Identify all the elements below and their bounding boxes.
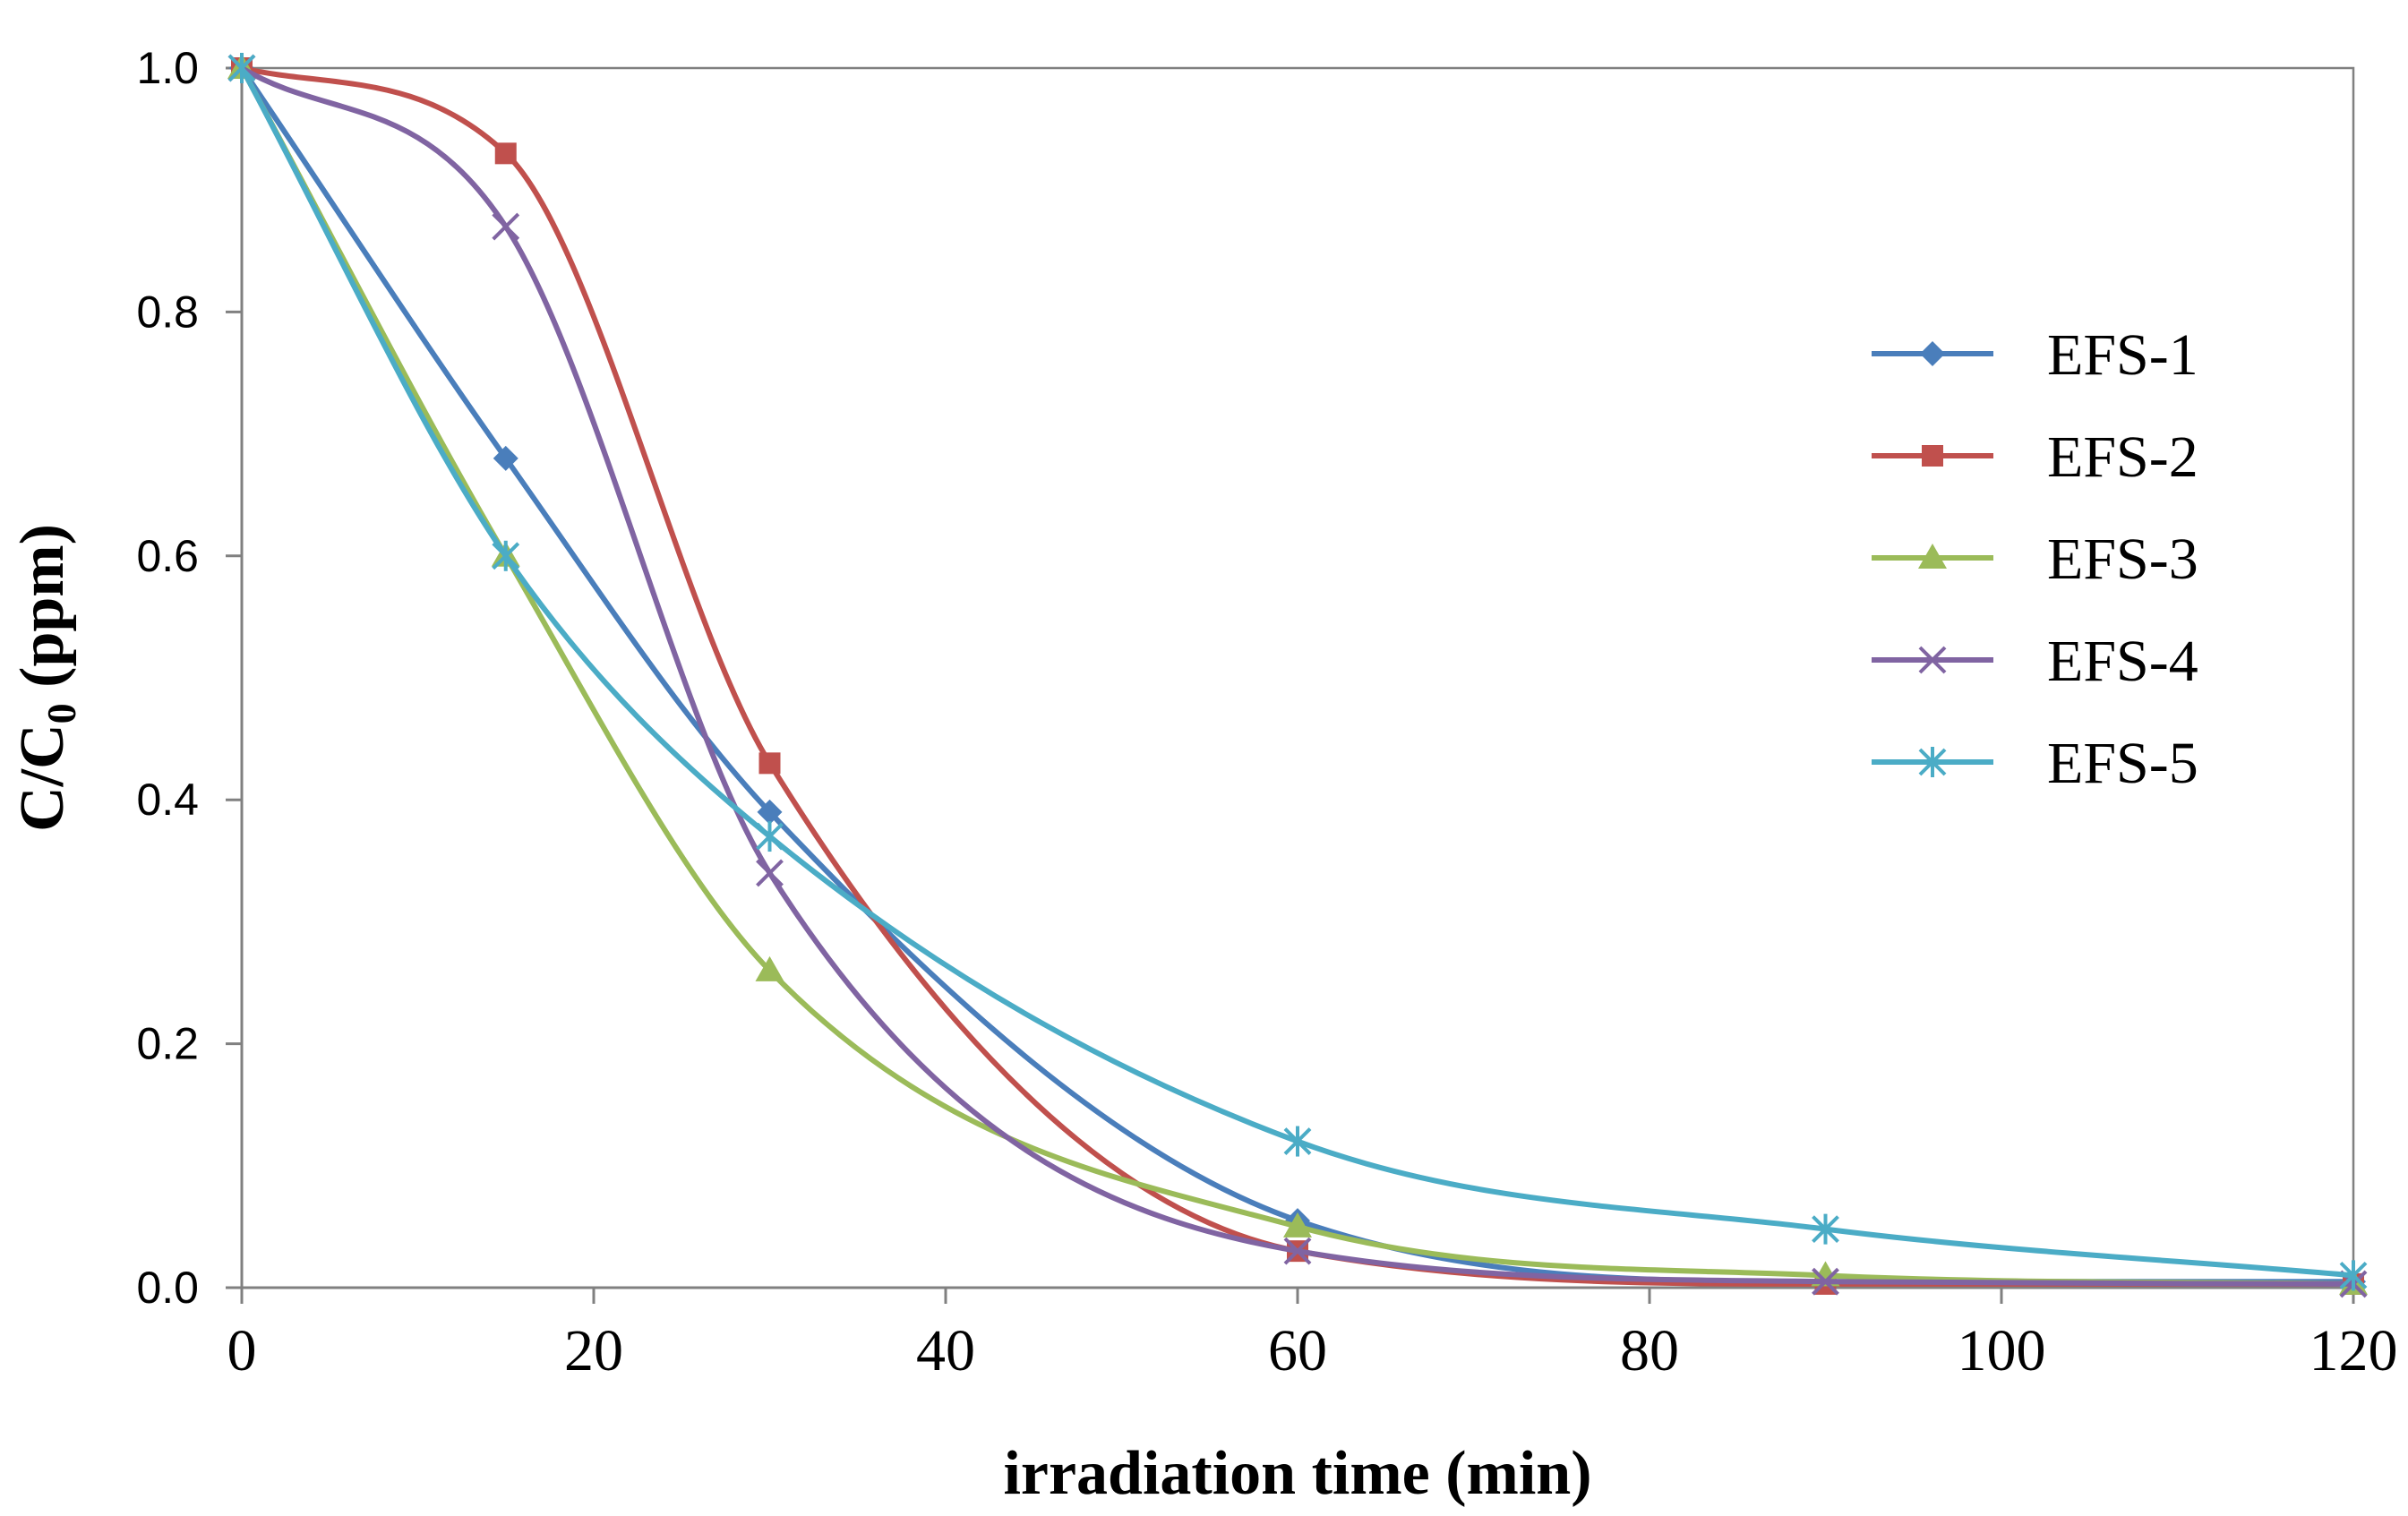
- legend-item: EFS-2: [1872, 424, 2198, 490]
- x-tick-label: 80: [1620, 1318, 1679, 1383]
- data-point: [494, 142, 517, 165]
- x-tick-label: 120: [2309, 1318, 2398, 1383]
- legend-item: EFS-5: [1872, 731, 2198, 796]
- legend-label: EFS-1: [2047, 322, 2198, 388]
- legend-label: EFS-5: [2047, 731, 2198, 796]
- plot-area: [240, 66, 2355, 1289]
- data-point: [1283, 1237, 1312, 1265]
- series-layer: [227, 53, 2368, 1298]
- data-point: [755, 955, 784, 981]
- y-tick-label: 0.6: [136, 531, 199, 581]
- data-point: [227, 53, 256, 83]
- legend-marker: [1918, 646, 1947, 674]
- series-line: [239, 66, 2354, 1287]
- data-point: [1283, 1126, 1312, 1157]
- x-axis-label: irradiation time (min): [1003, 1439, 1591, 1508]
- data-point: [1812, 1267, 1839, 1296]
- data-point: [757, 799, 783, 825]
- y-tick-label: 0.4: [136, 775, 199, 825]
- x-tick-label: 0: [227, 1318, 257, 1383]
- legend-item: EFS-4: [1872, 629, 2198, 694]
- x-tick-label: 20: [564, 1318, 623, 1383]
- data-point: [492, 212, 520, 241]
- series-line: [239, 66, 2354, 1279]
- legend-label: EFS-4: [2047, 629, 2198, 694]
- y-tick-label: 0.2: [136, 1019, 199, 1069]
- y-axis-label-main: C/C: [8, 724, 77, 832]
- legend-item: EFS-3: [1872, 527, 2198, 592]
- data-point: [756, 859, 784, 887]
- y-axis-label-subscript: 0: [39, 703, 84, 724]
- legend-marker: [1918, 544, 1947, 569]
- legend-label: EFS-3: [2047, 527, 2198, 592]
- data-point: [756, 821, 784, 852]
- data-point: [758, 752, 781, 775]
- data-point: [2339, 1260, 2368, 1291]
- x-tick-label: 40: [916, 1318, 975, 1383]
- legend-marker: [1920, 341, 1945, 366]
- y-tick-label: 0.0: [136, 1263, 199, 1313]
- y-axis-label-tail: (ppm): [8, 524, 77, 703]
- axis-ticks: 0.0 0.2 0.4 0.6 0.8 1.0 0 20 40 60 80 100 120: [136, 43, 2397, 1383]
- y-tick-label: 0.8: [136, 287, 199, 337]
- data-point: [1283, 1212, 1312, 1238]
- legend: EFS-1 EFS-2 EFS-3 EFS-4 EFS-5: [1872, 322, 2198, 796]
- data-point: [493, 445, 518, 471]
- legend-label: EFS-2: [2047, 424, 2198, 490]
- x-tick-label: 60: [1268, 1318, 1327, 1383]
- y-tick-label: 1.0: [136, 43, 199, 93]
- data-point: [492, 540, 520, 571]
- series-efs-5: [227, 53, 2368, 1291]
- x-tick-label: 100: [1958, 1318, 2046, 1383]
- legend-marker: [1922, 445, 1943, 467]
- y-axis-label: C/C0 (ppm): [8, 524, 84, 832]
- data-point: [1812, 1213, 1839, 1245]
- legend-marker: [1918, 747, 1947, 777]
- legend-item: EFS-1: [1872, 322, 2198, 388]
